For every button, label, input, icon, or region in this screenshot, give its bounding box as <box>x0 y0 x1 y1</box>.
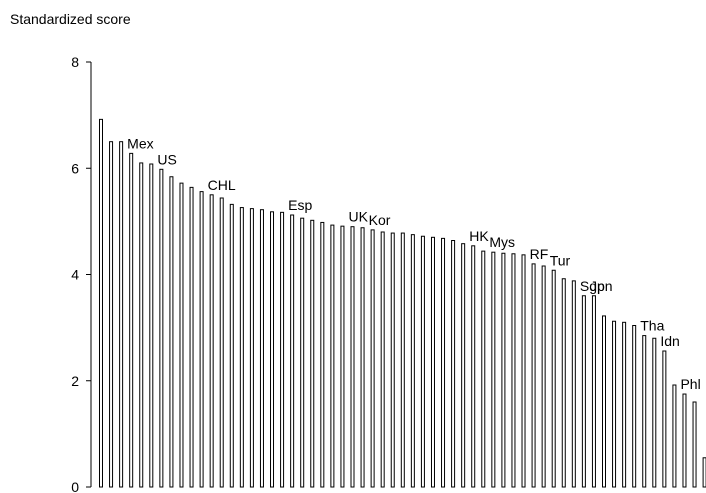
bar <box>531 263 536 488</box>
bar <box>491 251 496 488</box>
bar <box>632 325 637 488</box>
bar-annotation: Phl <box>680 376 700 392</box>
bar-annotation: HK <box>469 228 489 244</box>
bar <box>551 269 556 488</box>
bar <box>340 225 345 488</box>
bar <box>129 152 134 488</box>
bar <box>189 186 194 488</box>
bar <box>99 118 103 488</box>
bar <box>360 227 365 488</box>
bar <box>481 250 486 488</box>
bar <box>280 211 285 488</box>
y-tick-label: 6 <box>71 160 79 176</box>
bar-annotation: CHL <box>208 177 236 193</box>
bar <box>320 221 325 488</box>
bar <box>119 141 124 488</box>
bar <box>149 163 154 488</box>
bar <box>652 337 657 488</box>
bar <box>672 384 677 488</box>
bar <box>330 224 335 488</box>
bar <box>591 295 596 488</box>
y-axis-title: Standardized score <box>10 11 131 27</box>
bar <box>692 401 697 488</box>
bar <box>159 168 164 488</box>
bar-annotation: UK <box>349 209 369 225</box>
bar <box>682 393 687 488</box>
bar <box>300 217 305 488</box>
bar-annotation: Esp <box>288 197 312 213</box>
bar <box>622 321 627 488</box>
bar <box>179 182 184 488</box>
bars <box>99 118 706 488</box>
y-tick-label: 2 <box>71 373 79 389</box>
bar <box>581 295 586 488</box>
bar-annotation: Sgp <box>580 278 605 294</box>
bar <box>521 254 526 488</box>
bar-annotation: Kor <box>369 212 391 228</box>
bar <box>420 235 425 488</box>
bar-annotation: Jpn <box>590 278 613 294</box>
bar <box>702 457 706 488</box>
bar <box>410 234 415 488</box>
bar-annotation: Mys <box>489 234 515 250</box>
bar <box>370 229 375 488</box>
bar <box>229 203 234 488</box>
bar <box>290 214 295 488</box>
bar <box>602 315 606 488</box>
bar-annotation: Tur <box>550 252 571 268</box>
bar <box>471 245 476 488</box>
bar <box>662 350 667 488</box>
bar-annotation: Mex <box>127 135 153 151</box>
bar <box>571 280 576 488</box>
bar <box>219 197 224 488</box>
y-tick-label: 8 <box>71 54 79 70</box>
bar <box>561 278 566 488</box>
bar <box>451 240 456 488</box>
bar-annotation: Idn <box>660 333 679 349</box>
bar <box>642 335 647 488</box>
bar-annotation: Tha <box>640 318 664 334</box>
bar <box>380 231 385 488</box>
bar <box>350 226 355 488</box>
bar <box>501 252 506 488</box>
bar <box>441 237 446 488</box>
axes: 0 2 4 6 8 <box>71 54 92 493</box>
bar <box>109 141 114 488</box>
bar <box>400 232 405 488</box>
bar <box>541 265 546 488</box>
bar <box>511 253 516 488</box>
bar <box>249 208 254 488</box>
bar <box>461 243 466 488</box>
bar <box>209 194 214 488</box>
bar <box>612 320 617 488</box>
bar <box>310 219 315 488</box>
bar <box>239 207 244 488</box>
bar <box>199 191 204 488</box>
bar <box>259 209 264 488</box>
y-tick-label: 4 <box>71 267 79 283</box>
bar-annotation: RF <box>530 246 549 262</box>
bar <box>139 162 144 488</box>
bar <box>430 236 435 488</box>
bar <box>270 211 275 488</box>
bar <box>390 232 395 488</box>
bar-annotation: US <box>157 151 176 167</box>
y-tick-label: 0 <box>71 479 79 493</box>
bar <box>169 176 174 488</box>
